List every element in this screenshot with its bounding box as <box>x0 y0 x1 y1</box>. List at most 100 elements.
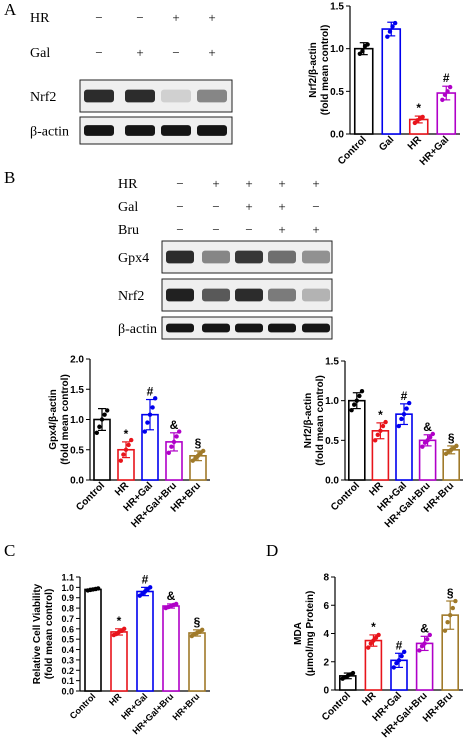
data-point <box>371 638 376 643</box>
y-tick-label: 4 <box>323 629 329 640</box>
y-tick-label: 2.0 <box>70 355 84 366</box>
significance-marker: # <box>443 71 450 85</box>
significance-marker: # <box>396 638 403 652</box>
y-axis-label: MDA <box>293 622 304 645</box>
band-label: Nrf2 <box>118 289 144 304</box>
condition-sign: + <box>136 45 143 60</box>
significance-marker: § <box>194 615 201 629</box>
data-point <box>402 649 407 655</box>
data-point <box>174 601 179 607</box>
y-tick-label: 0.6 <box>61 624 74 634</box>
y-tick-label: 1.5 <box>330 2 344 13</box>
x-tick-label: Gal <box>377 134 396 153</box>
y-tick-label: 1.0 <box>330 44 344 55</box>
y-tick-label: 1.0 <box>61 583 74 593</box>
data-point <box>394 660 399 666</box>
condition-sign: − <box>312 199 319 214</box>
blot-band <box>84 125 114 136</box>
condition-label-gal: Gal <box>30 46 50 61</box>
data-point <box>425 438 430 443</box>
data-point <box>200 627 205 633</box>
y-axis-label: (fold mean control) <box>44 589 55 680</box>
data-point <box>142 429 147 434</box>
data-point <box>445 89 450 94</box>
data-point <box>174 434 179 439</box>
condition-sign: + <box>278 176 285 191</box>
western-blot-a: HR − − + + Gal − + − + Nrf2 β-actin <box>30 10 233 145</box>
bar <box>110 631 128 692</box>
y-axis-label: Relative Cell Viability <box>32 583 43 684</box>
y-tick-label: 0.5 <box>330 87 344 98</box>
data-point <box>419 644 425 649</box>
blot-band <box>202 288 230 302</box>
y-axis-label: (fold mean control) <box>315 375 326 466</box>
data-point <box>368 641 373 646</box>
blot-band <box>166 250 194 264</box>
data-point <box>365 42 370 47</box>
data-point <box>349 407 354 413</box>
y-axis-label: Nrf2/β-actin <box>303 393 314 449</box>
blot-band <box>125 125 155 136</box>
data-point <box>427 632 432 638</box>
band-label: Gpx4 <box>118 251 149 266</box>
data-point <box>177 429 182 434</box>
data-point <box>118 458 124 463</box>
y-tick-label: 2 <box>323 657 329 668</box>
data-point <box>454 443 459 449</box>
condition-sign: + <box>312 176 319 191</box>
blot-band <box>161 89 191 103</box>
data-point <box>442 628 448 633</box>
data-point <box>399 653 404 659</box>
panel-label-d: D <box>266 541 278 560</box>
condition-sign: + <box>208 10 215 25</box>
x-tick-label: HR <box>361 690 380 709</box>
condition-sign: − <box>176 176 183 191</box>
data-point <box>440 97 445 103</box>
bar <box>136 590 154 692</box>
y-tick-label: 0.1 <box>61 676 74 686</box>
y-axis-label: Nrf2/β-actin <box>308 42 319 98</box>
condition-sign: + <box>312 222 319 237</box>
data-point <box>401 411 407 417</box>
condition-sign: − <box>212 222 219 237</box>
data-point <box>376 632 381 638</box>
x-tick-label: HR+Bru <box>170 691 201 722</box>
blot-band <box>302 323 330 333</box>
y-axis-label: (fold mean control) <box>320 25 331 116</box>
data-point <box>129 437 134 443</box>
condition-label-bru: Bru <box>118 223 139 238</box>
data-point <box>375 432 380 437</box>
condition-sign: + <box>278 199 285 214</box>
data-point <box>383 419 388 425</box>
data-point <box>385 34 390 39</box>
data-point <box>404 406 409 411</box>
blot-band <box>202 250 230 264</box>
blot-band <box>166 288 194 302</box>
significance-marker: * <box>371 620 376 634</box>
condition-sign: + <box>278 222 285 237</box>
y-axis-label: (fold mean control) <box>60 374 71 465</box>
blot-band <box>161 125 191 136</box>
y-tick-label: 0 <box>323 686 329 697</box>
data-point <box>448 612 453 618</box>
y-axis-label: Gpx4/β-actin <box>48 389 59 450</box>
x-tick-label: HR <box>107 691 124 708</box>
data-point <box>123 447 129 452</box>
band-label: β-actin <box>118 322 157 337</box>
y-tick-label: 1.1 <box>61 573 74 583</box>
condition-sign: − <box>95 45 102 60</box>
data-point <box>96 586 101 591</box>
y-tick-label: 0.4 <box>61 645 74 655</box>
blot-band <box>235 323 263 333</box>
condition-label-hr: HR <box>30 11 50 26</box>
band-label: β-actin <box>30 125 69 140</box>
blot-band <box>302 288 330 302</box>
blot-band <box>84 89 114 103</box>
data-point <box>360 49 365 54</box>
y-tick-label: 0.3 <box>61 655 74 665</box>
y-tick-label: 0.9 <box>61 593 74 603</box>
condition-sign: − <box>176 199 183 214</box>
chart-a-nrf2: 0.0 0.5 1.0 1.5 Nrf2/β-actin (fold mean contr… <box>308 2 460 168</box>
blot-band <box>197 89 227 103</box>
